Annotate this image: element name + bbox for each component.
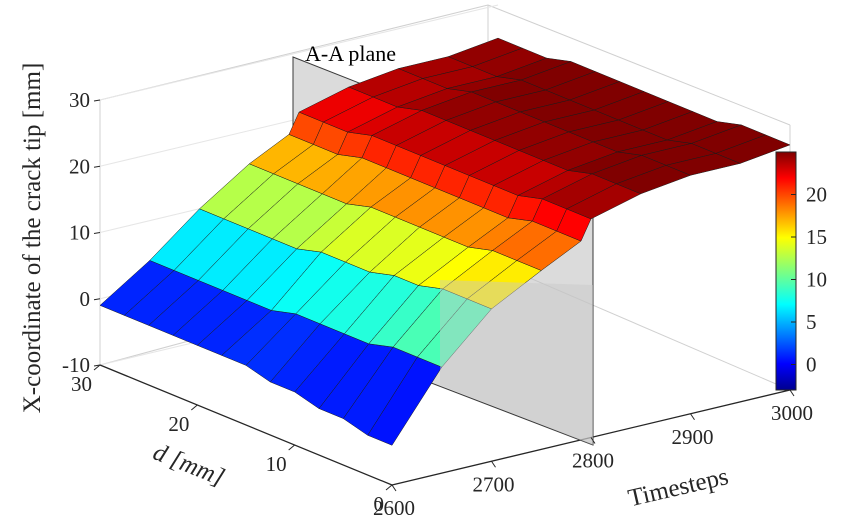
colorbar-ticks: 0 5 10 15 20: [791, 183, 827, 377]
d-tick-label: 10: [266, 452, 287, 476]
a-a-plane-overlay: [440, 280, 593, 445]
z-tick-label: 20: [69, 154, 90, 178]
z-axis-label: X-coordinate of the crack tip [mm]: [19, 63, 46, 414]
d-tick-label: 20: [168, 412, 189, 436]
surface-patch: [715, 134, 791, 164]
gridline: [99, 4, 499, 101]
z-axis-ticks: -10 0 10 20 30: [62, 88, 101, 377]
colorbar-tick-label: 15: [806, 225, 827, 249]
t-axis-label: Timesteps: [626, 463, 731, 512]
t-tick-mark: [789, 389, 795, 397]
d-tick-label: 30: [71, 372, 92, 396]
t-tick-mark: [491, 460, 496, 468]
t-tick-label: 2800: [572, 449, 614, 473]
z-tick-mark: [93, 298, 101, 301]
d-axis-ticks: 0 10 20 30: [71, 364, 393, 516]
t-tick-label: 2600: [373, 496, 415, 520]
t-tick-label: 3000: [771, 401, 813, 425]
z-tick-label: 30: [69, 88, 90, 112]
d-tick-mark: [191, 404, 198, 411]
t-tick-mark: [590, 437, 596, 444]
d-tick-mark: [93, 364, 101, 371]
t-tick-label: 2900: [672, 425, 714, 449]
d-tick-mark: [385, 484, 393, 491]
colorbar-tick-label: 10: [806, 268, 827, 292]
crack-tip-surface: [99, 37, 791, 446]
z-tick-mark: [93, 99, 101, 102]
d-tick-mark: [288, 444, 295, 451]
colorbar-tick-label: 5: [806, 310, 817, 334]
z-tick-label: -10: [62, 353, 90, 377]
t-tick-mark: [391, 484, 397, 492]
d-axis-label: d [mm]: [149, 439, 228, 492]
t-axis-ticks: 2600 2700 2800 2900 3000: [373, 389, 813, 520]
t-tick-mark: [690, 413, 695, 421]
plane-annotation: A-A plane: [305, 41, 396, 66]
colorbar-tick-label: 20: [806, 183, 827, 207]
colorbar-tick-label: 0: [806, 353, 817, 377]
z-tick-label: 10: [69, 221, 90, 245]
z-tick-mark: [93, 364, 101, 367]
d-tick-label: 0: [374, 492, 385, 516]
z-tick-mark: [93, 165, 101, 168]
z-tick-mark: [93, 232, 101, 234]
t-tick-label: 2700: [473, 472, 515, 496]
colorbar: [775, 151, 797, 391]
z-tick-label: 0: [80, 287, 91, 311]
